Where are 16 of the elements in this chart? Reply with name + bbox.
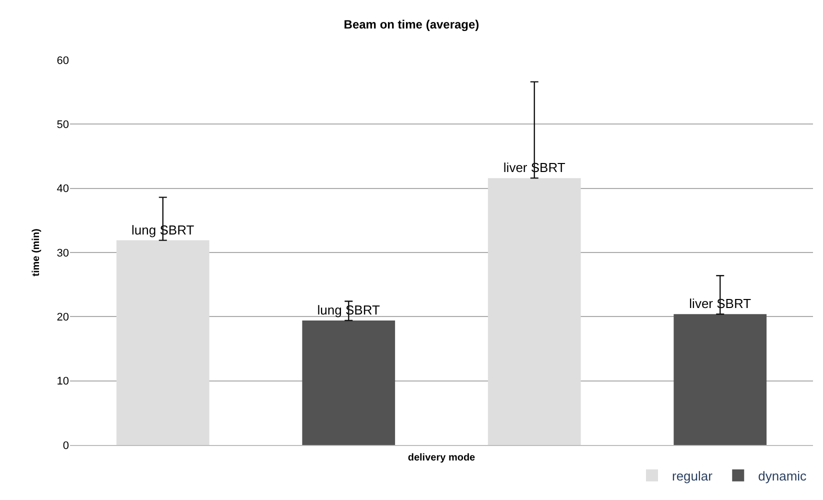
legend-label: regular: [672, 468, 714, 484]
bar: [116, 240, 210, 445]
chart-title: Beam on time (average): [344, 17, 480, 32]
y-tick-label: 50: [56, 119, 69, 132]
y-tick-label: 40: [56, 183, 69, 196]
y-tick-label: 20: [56, 312, 69, 324]
y-tick-label: 60: [56, 54, 69, 67]
legend-label: dynamic: [758, 468, 808, 484]
x-axis-title: delivery mode: [408, 452, 476, 464]
bar: [302, 320, 396, 445]
bar: [488, 178, 581, 445]
y-tick-label: 0: [62, 440, 69, 452]
y-tick-label: 30: [56, 247, 69, 260]
y-tick-label: 10: [56, 376, 69, 388]
bar: [674, 314, 767, 445]
y-axis-title: time (min): [30, 228, 42, 276]
